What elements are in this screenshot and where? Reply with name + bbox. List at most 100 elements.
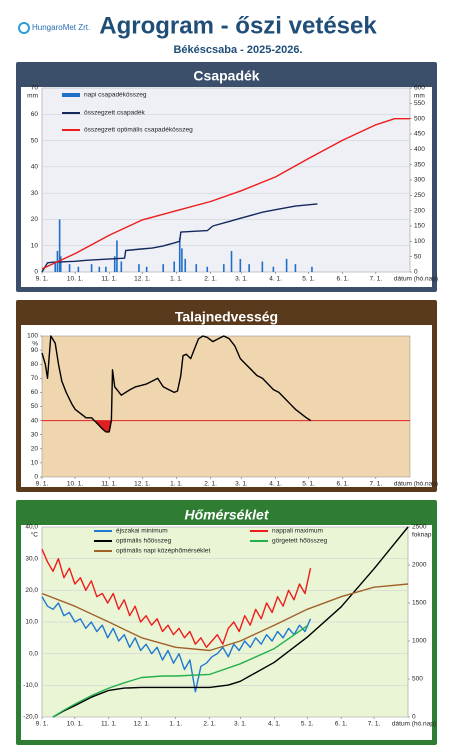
logo-icon [18, 22, 30, 34]
x-tick-label: 6. 1. [336, 276, 349, 283]
y2-tick-label: 450 [414, 131, 425, 138]
y2-unit: mm [414, 93, 425, 100]
legend-label: optimális napi középhőmérséklet [116, 548, 210, 555]
y-tick-label: 20 [31, 216, 39, 223]
y-tick-label: 90 [31, 347, 39, 354]
bar [239, 258, 242, 272]
x-tick-label: 3. 1. [235, 276, 248, 283]
y-tick-label: 10 [31, 242, 39, 249]
x-tick-label: 4. 1. [268, 721, 281, 728]
y-tick-label: 70 [31, 375, 39, 382]
y2-tick-label: 2000 [412, 562, 427, 569]
bar [145, 266, 148, 272]
x-tick-label: 2. 1. [203, 721, 216, 728]
x-tick-label: 11. 1. [101, 721, 117, 728]
x-tick-label: 9. 1. [36, 481, 49, 488]
x-tick-label: 5. 1. [302, 276, 315, 283]
y2-tick-label: 1000 [412, 638, 427, 645]
chart-panel: Hőmérséklet -20,0 -10,0 0,0 10,0 20,0 30,0 40,0… [16, 500, 437, 745]
x-tick-label: 6. 1. [336, 481, 349, 488]
bar [195, 264, 198, 272]
y2-tick-label: 100 [414, 238, 425, 245]
bar [173, 261, 176, 272]
x-tick-label: 3. 1. [234, 721, 247, 728]
y-unit: % [32, 341, 38, 348]
bar [272, 266, 275, 272]
y2-tick-label: 50 [414, 253, 422, 260]
y2-tick-label: 150 [414, 223, 425, 230]
x-tick-label: 9. 1. [36, 276, 49, 283]
bar [248, 264, 250, 272]
line-series [41, 583, 409, 652]
x-axis-label: dátum (hó.nap) [392, 721, 436, 728]
bar [98, 266, 101, 272]
y-unit: °C [31, 531, 39, 539]
chart-panel: Csapadék 0 10 20 30 40 50 60 70 0 50 100 150 200 250 30… [16, 62, 438, 292]
legend-label: optimális hőösszeg [116, 538, 172, 545]
x-tick-label: 4. 1. [269, 276, 282, 283]
y-tick-label: 60 [31, 389, 39, 396]
x-tick-label: 3. 1. [235, 481, 248, 488]
y2-tick-label: 200 [414, 207, 425, 214]
x-tick-label: 7. 1. [370, 481, 383, 488]
plot-area [41, 87, 411, 273]
x-tick-label: 2. 1. [204, 481, 217, 488]
bar [178, 237, 181, 272]
bar [311, 266, 313, 272]
x-tick-label: 10. 1. [67, 481, 83, 488]
line-series [52, 625, 308, 718]
bar [113, 256, 116, 272]
bar [58, 219, 61, 272]
x-tick-label: 11. 1. [101, 276, 117, 283]
legend-label: összegzett optimális csapadékösszeg [84, 127, 193, 134]
y-tick-label: 10 [31, 460, 39, 467]
x-tick-label: 12. 1. [134, 721, 150, 728]
x-tick-label: 1. 1. [170, 481, 183, 488]
x-tick-label: 10. 1. [67, 721, 83, 728]
logo: HungaroMet Zrt. [18, 22, 90, 34]
chart-title: Hőmérséklet [184, 507, 269, 523]
chart-panel: Talajnedvesség 0 10 20 30 40 50 60 70 80 90 100% 9. … [16, 300, 438, 492]
y-tick-label: 50 [31, 137, 39, 144]
y-tick-label: 0 [34, 474, 38, 481]
x-tick-label: 4. 1. [269, 481, 282, 488]
x-tick-label: 12. 1. [134, 276, 150, 283]
legend-label: éjszakai minimum [116, 528, 168, 535]
page-subtitle: Békéscsaba - 2025-2026. [173, 44, 302, 56]
y2-tick-label: 2500 [412, 524, 427, 531]
legend-label: napi csapadékösszeg [84, 92, 147, 99]
legend-label: görgetett hőösszeg [272, 538, 328, 545]
bar [120, 261, 123, 272]
bar [54, 261, 57, 272]
y-tick-label: 30 [31, 190, 39, 197]
y-tick-label: -20,0 [23, 714, 38, 721]
y-tick-label: 100 [27, 333, 38, 340]
line-series [41, 335, 312, 433]
x-tick-label: 5. 1. [301, 721, 314, 728]
legend-label: nappali maximum [272, 528, 323, 535]
y2-tick-label: 300 [414, 177, 425, 184]
x-axis-label: dátum (hó.nap) [394, 276, 438, 283]
y2-tick-label: 0 [414, 269, 418, 276]
bar [230, 250, 233, 272]
x-tick-label: 6. 1. [335, 721, 348, 728]
bar [181, 248, 183, 272]
bar [162, 264, 164, 272]
bar [184, 258, 187, 272]
bar [261, 261, 264, 272]
bar [206, 266, 209, 272]
y2-tick-label: 500 [412, 676, 423, 683]
y-tick-label: -10,0 [23, 682, 38, 689]
x-tick-label: 12. 1. [134, 481, 150, 488]
y2-tick-label: 350 [414, 161, 425, 168]
bar [294, 264, 297, 272]
logo-text: HungaroMet Zrt. [32, 23, 90, 32]
x-tick-label: 10. 1. [67, 276, 83, 283]
x-tick-label: 7. 1. [368, 721, 381, 728]
y2-tick-label: 250 [414, 192, 425, 199]
line-series [41, 596, 312, 693]
y-unit: mm [27, 93, 38, 100]
bar [77, 266, 80, 272]
bar [105, 266, 107, 272]
